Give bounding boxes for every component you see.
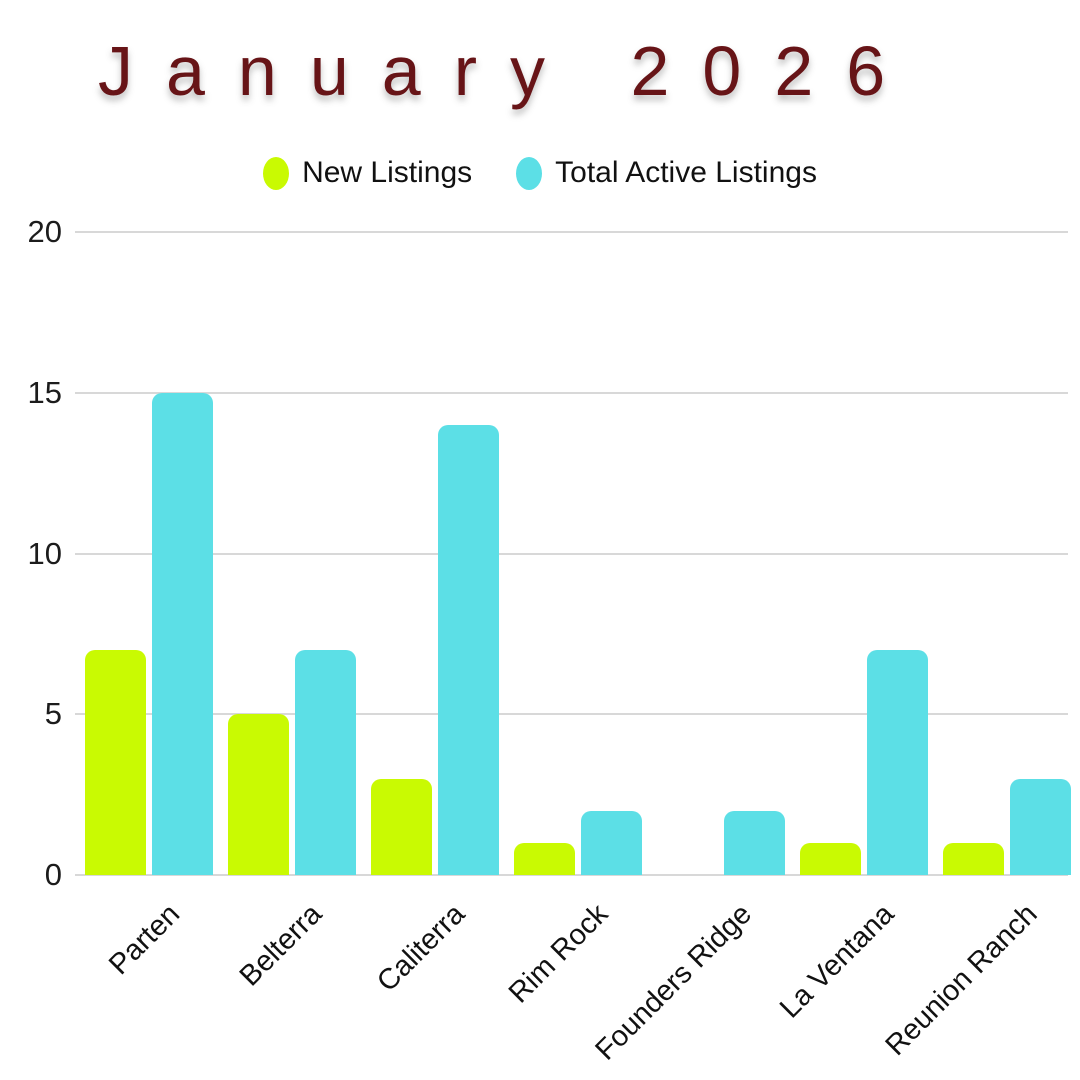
y-tick-label-10: 10 (27, 535, 62, 571)
gridline-y-10 (75, 552, 1068, 555)
bar-total-active-listings-caliterra (438, 424, 499, 875)
x-axis-label-founders-ridge: Founders Ridge (589, 898, 758, 1067)
x-axis-label-belterra: Belterra (234, 898, 329, 993)
bar-total-active-listings-parten (152, 392, 213, 875)
bar-total-active-listings-belterra (295, 649, 356, 875)
bar-total-active-listings-rim-rock (581, 810, 642, 875)
legend-label-total-active-listings: Total Active Listings (555, 156, 817, 189)
bar-total-active-listings-founders-ridge (724, 810, 785, 875)
x-axis-label-parten: Parten (102, 898, 186, 982)
gridline-y-5 (75, 713, 1068, 716)
x-axis-label-rim-rock: Rim Rock (503, 898, 615, 1010)
x-axis-label-caliterra: Caliterra (371, 898, 472, 999)
plot-area (75, 231, 1071, 876)
y-tick-label-0: 0 (44, 857, 62, 892)
x-axis-label-la-ventana: La Ventana (774, 898, 901, 1025)
bar-total-active-listings-la-ventana (867, 649, 928, 875)
x-axis-label-reunion-ranch: Reunion Ranch (879, 898, 1044, 1062)
bar-new-listings-reunion-ranch (943, 842, 1004, 875)
y-tick-label-20: 20 (27, 214, 62, 249)
legend-item-new-listings: New Listings (263, 156, 472, 190)
legend-label-new-listings: New Listings (302, 156, 473, 189)
new-listings-swatch-icon (263, 156, 290, 190)
bar-new-listings-parten (85, 649, 146, 875)
bar-total-active-listings-reunion-ranch (1010, 778, 1071, 875)
bar-new-listings-rim-rock (514, 842, 575, 875)
legend: New Listings Total Active Listings (0, 156, 1080, 190)
chart-title: January 2026 (98, 32, 919, 110)
legend-item-total-active-listings: Total Active Listings (516, 156, 817, 190)
y-tick-label-5: 5 (44, 696, 62, 732)
bar-new-listings-caliterra (371, 778, 432, 875)
gridline-y-0 (75, 874, 1068, 876)
bar-new-listings-la-ventana (800, 842, 861, 875)
bar-new-listings-belterra (228, 714, 289, 875)
total-active-listings-swatch-icon (516, 156, 543, 190)
gridline-y-15 (75, 391, 1068, 394)
y-tick-label-15: 15 (27, 374, 62, 410)
gridline-y-20 (75, 231, 1068, 233)
